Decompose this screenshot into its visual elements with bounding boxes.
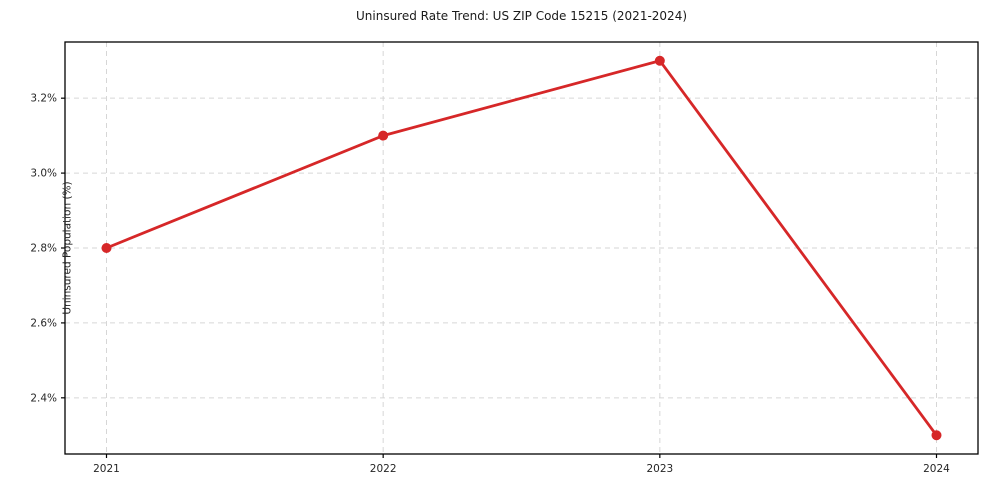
- y-tick-label: 2.6%: [30, 317, 57, 329]
- trend-line: [105, 59, 938, 437]
- data-point-marker: [931, 430, 942, 441]
- data-point-marker: [378, 130, 389, 141]
- x-tick-label: 2021: [93, 463, 120, 475]
- x-tick-label: 2023: [646, 463, 673, 475]
- y-tick-label: 2.4%: [30, 392, 57, 404]
- y-tick-label: 3.0%: [30, 168, 57, 180]
- x-tick-label: 2024: [923, 463, 950, 475]
- x-tick-label: 2022: [370, 463, 397, 475]
- y-axis-label: Uninsured Population (%): [61, 181, 74, 315]
- y-tick-label: 3.2%: [30, 93, 57, 105]
- data-point-marker: [654, 55, 665, 66]
- chart-title: Uninsured Rate Trend: US ZIP Code 15215 …: [355, 9, 688, 23]
- y-tick-label: 2.8%: [30, 243, 57, 255]
- data-point-marker: [101, 243, 112, 253]
